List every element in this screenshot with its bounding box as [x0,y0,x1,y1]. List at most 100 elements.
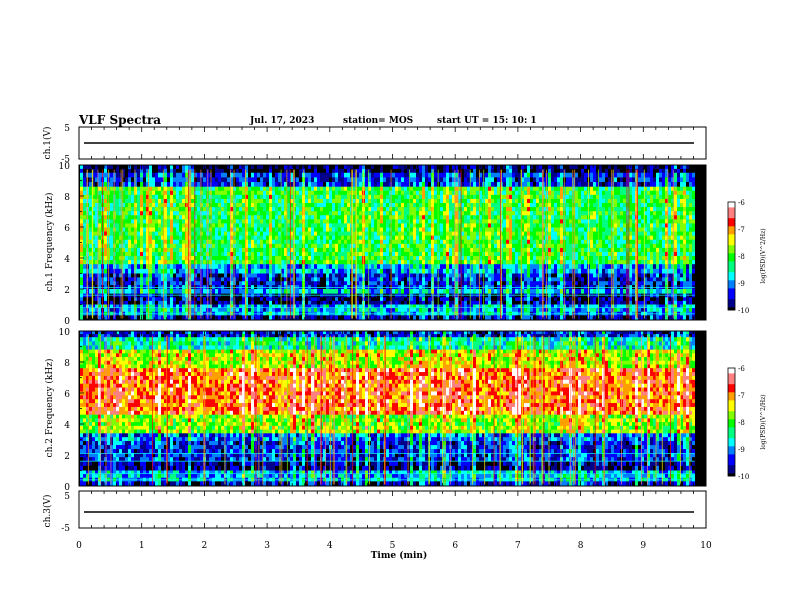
spectrogram-1-cell [110,256,113,261]
spectrogram-1-cell [116,172,119,178]
spectrogram-1-cell [221,315,224,321]
spectrogram-1-cell [311,251,314,257]
spectrogram-1-cell [230,172,233,178]
spectrogram-1-cell [125,281,128,286]
spectrogram-1-cell [380,231,383,236]
spectrogram-1-cell [200,182,203,187]
spectrogram-1-cell [344,300,347,305]
spectrogram-1-cell [137,293,140,298]
spectrogram-1-cell [260,315,263,321]
spectrogram-1-cell [149,273,152,278]
spectrogram-1-cell [191,297,194,302]
spectrogram-1-cell [125,194,128,200]
spectrogram-1-cell [92,239,95,245]
spectrogram-1-cell [254,293,257,298]
spectrogram-1-cell [89,273,92,278]
spectrogram-1-cell [227,304,230,309]
spectrogram-1-cell [167,260,170,265]
spectrogram-1-cell [446,315,449,321]
spectrogram-1-cell [140,260,143,265]
spectrogram-1-cell [167,289,170,294]
spectrogram-1-cell [182,247,185,253]
spectrogram-1-cell [110,247,113,253]
spectrogram-1-cell [260,304,263,309]
spectrogram-1-cell [365,256,368,261]
spectrogram-1-cell [299,227,302,232]
spectrogram-1-cell [356,227,359,232]
spectrogram-1-cell [464,172,467,178]
spectrogram-1-cell [266,281,269,286]
spectrogram-1-cell [308,239,311,245]
spectrogram-1-cell [392,277,395,282]
spectrogram-1-cell [194,172,197,178]
spectrogram-1-cell [407,182,410,187]
spectrogram-1-cell [122,211,125,216]
spectrogram-1-cell [389,247,392,253]
spectrogram-1-cell [143,273,146,278]
spectrogram-1-cell [377,304,380,309]
spectrogram-1-cell [179,168,182,174]
spectrogram-1-cell [158,256,161,261]
spectrogram-1-cell [128,219,131,224]
spectrogram-1-cell [206,165,209,170]
spectrogram-1-cell [92,207,95,212]
spectrogram-1-cell [440,297,443,302]
spectrogram-1-cell [407,264,410,270]
spectrogram-1-cell [95,235,98,241]
spectrogram-1-cell [95,190,98,196]
spectrogram-1-cell [122,182,125,187]
spectrogram-1-cell [422,300,425,305]
spectrogram-1-cell [263,203,266,208]
spectrogram-1-cell [161,247,164,253]
spectrogram-1-cell [305,256,308,261]
spectrogram-1-cell [404,215,407,220]
spectrogram-1-cell [161,289,164,294]
spectrogram-1-cell [110,211,113,216]
spectrogram-1-cell [434,219,437,224]
spectrogram-1-cell [80,203,83,208]
spectrogram-1-cell [284,215,287,220]
spectrogram-1-cell [434,239,437,245]
spectrogram-1-cell [272,198,275,204]
spectrogram-1-cell [155,273,158,278]
spectrogram-1-cell [116,273,119,278]
spectrogram-1-cell [365,177,368,183]
spectrogram-1-cell [161,198,164,204]
spectrogram-1-cell [401,264,404,270]
spectrogram-1-cell [140,235,143,241]
spectrogram-1-cell [371,239,374,245]
spectrogram-1-cell [383,223,386,228]
spectrogram-1-cell [353,219,356,224]
spectrogram-1-cell [269,235,272,241]
spectrogram-1-cell [452,177,455,183]
spectrogram-1-cell [269,260,272,265]
spectrogram-1-cell [338,289,341,294]
spectrogram-1-cell [92,235,95,241]
spectrogram-1-cell [422,207,425,212]
spectrogram-1-cell [419,219,422,224]
spectrogram-1-cell [227,260,230,265]
spectrogram-1-cell [212,177,215,183]
spectrogram-1-cell [149,251,152,257]
spectrogram-1-cell [209,251,212,257]
spectrogram-1-cell [242,231,245,236]
spectrogram-1-cell [143,186,146,192]
spectrogram-1-cell [221,289,224,294]
spectrogram-1-cell [224,223,227,228]
spectrogram-1-cell [233,256,236,261]
spectrogram-1-cell [173,182,176,187]
spectrogram-1-cell [446,239,449,245]
spectrogram-1-cell [98,227,101,232]
spectrogram-1-cell [164,300,167,305]
spectrogram-1-cell [248,219,251,224]
spectrogram-1-cell [83,264,86,270]
spectrogram-1-cell [344,251,347,257]
spectrogram-1-cell [380,203,383,208]
spectrogram-1-cell [203,215,206,220]
spectrogram-1-cell [242,168,245,174]
spectrogram-1-cell [443,273,446,278]
spectrogram-1-cell [179,289,182,294]
spectrogram-1-cell [224,251,227,257]
spectrogram-1-cell [338,297,341,302]
spectrogram-1-cell [422,198,425,204]
